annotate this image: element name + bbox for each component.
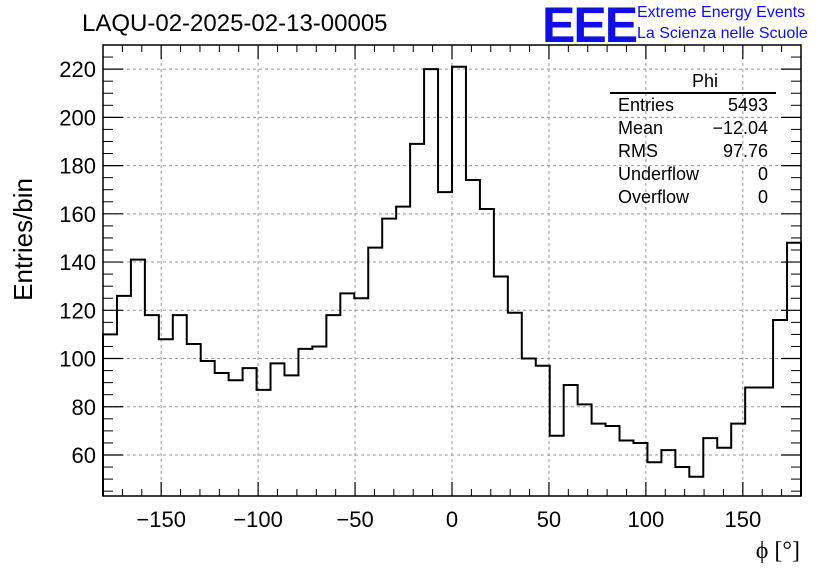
y-tick-label: 120	[59, 298, 96, 323]
histogram-bin	[271, 363, 285, 496]
histogram-outline	[102, 65, 802, 496]
x-tick-label: −150	[136, 507, 186, 532]
histogram-bin	[410, 144, 424, 496]
stats-label: Mean	[618, 118, 664, 138]
histogram-bin	[564, 385, 578, 496]
histogram-bin	[145, 315, 159, 496]
histogram-bin	[703, 438, 717, 496]
histogram-bin	[661, 450, 675, 496]
y-tick-label: 160	[59, 202, 96, 227]
stats-row-mean: Mean −12.04	[610, 117, 776, 140]
y-tick-labels: 60 80 100 120 140 160 180 200 220	[59, 57, 96, 468]
y-tick-label: 60	[72, 443, 96, 468]
histogram-bin	[578, 404, 592, 496]
histogram-bin	[452, 67, 466, 496]
histogram-bin	[675, 467, 689, 496]
histogram-bin	[759, 387, 773, 496]
histogram-bin	[368, 248, 382, 496]
x-tick-label: −100	[233, 507, 283, 532]
stats-value: 0	[757, 187, 768, 207]
histogram-bin	[606, 426, 620, 496]
stats-row-rms: RMS 97.76	[610, 140, 776, 163]
y-tick-label: 200	[59, 105, 96, 130]
histogram-bin	[592, 424, 606, 496]
x-axis-label: ϕ [°]	[756, 538, 800, 564]
histogram-bin	[773, 320, 787, 496]
histogram-bin	[382, 219, 396, 496]
stats-value: 97.76	[722, 141, 768, 161]
stats-title: Phi	[610, 70, 776, 94]
stats-box: Phi Entries 5493 Mean −12.04 RMS 97.76 U…	[610, 70, 776, 209]
histogram-bin	[298, 349, 312, 496]
histogram-bin	[326, 315, 340, 496]
histogram-bin	[438, 192, 452, 496]
stats-row-entries: Entries 5493	[610, 94, 776, 117]
x-tick-label: −50	[336, 507, 373, 532]
stats-row-overflow: Overflow 0	[610, 186, 776, 209]
logo-line-2: La Scienza nelle Scuole	[637, 25, 808, 42]
histogram-bin	[550, 436, 564, 496]
stats-value: −12.04	[712, 118, 768, 138]
histogram-bin	[284, 375, 298, 496]
x-tick-labels: −150 −100 −50 0 50 100 150	[136, 507, 761, 532]
y-axis-label: Entries/bin	[8, 178, 38, 301]
histogram-bin	[689, 477, 703, 496]
histogram-bin	[173, 315, 187, 496]
x-tick-label: 150	[724, 507, 761, 532]
histogram-bin	[522, 359, 536, 496]
histogram-bin	[424, 69, 438, 496]
histogram-bin	[243, 368, 257, 496]
stats-label: Overflow	[618, 187, 690, 207]
histogram-bin	[159, 339, 173, 496]
x-tick-label: 50	[537, 507, 561, 532]
axis-ticks	[102, 44, 802, 496]
histogram-bin	[257, 390, 271, 496]
histogram-bin	[480, 209, 494, 496]
histogram-bin	[229, 380, 243, 496]
plot-title: LAQU-02-2025-02-13-00005	[82, 10, 388, 37]
histogram-bin	[508, 313, 522, 496]
stats-row-underflow: Underflow 0	[610, 163, 776, 186]
histogram-bin	[396, 207, 410, 496]
histogram-bin	[787, 243, 801, 496]
stats-label: RMS	[618, 141, 658, 161]
y-tick-label: 220	[59, 57, 96, 82]
histogram-bin	[354, 298, 368, 496]
histogram-bin	[340, 293, 354, 496]
histogram-bin	[466, 180, 480, 496]
histogram-bin	[647, 462, 661, 496]
y-tick-label: 180	[59, 154, 96, 179]
y-tick-label: 100	[59, 347, 96, 372]
logo-line-1: Extreme Energy Events	[637, 4, 806, 21]
stats-value: 0	[757, 164, 768, 184]
histogram-bin	[745, 387, 759, 496]
stats-label: Entries	[618, 95, 675, 115]
histogram-bin	[312, 346, 326, 496]
histogram-bin	[187, 344, 201, 496]
histogram-bin	[536, 366, 550, 496]
y-tick-label: 140	[59, 250, 96, 275]
x-tick-label: 0	[446, 507, 458, 532]
histogram-bin	[117, 296, 131, 496]
histogram-bin	[620, 441, 634, 496]
eee-logo: EEE	[542, 0, 638, 53]
histogram-bin	[131, 260, 145, 496]
histogram-bin	[201, 361, 215, 496]
y-tick-label: 80	[72, 395, 96, 420]
x-tick-label: 100	[628, 507, 665, 532]
stats-label: Underflow	[618, 164, 700, 184]
stats-value: 5493	[727, 95, 768, 115]
histogram-bin	[494, 277, 508, 496]
histogram-bin	[215, 373, 229, 496]
histogram-bin	[717, 448, 731, 496]
